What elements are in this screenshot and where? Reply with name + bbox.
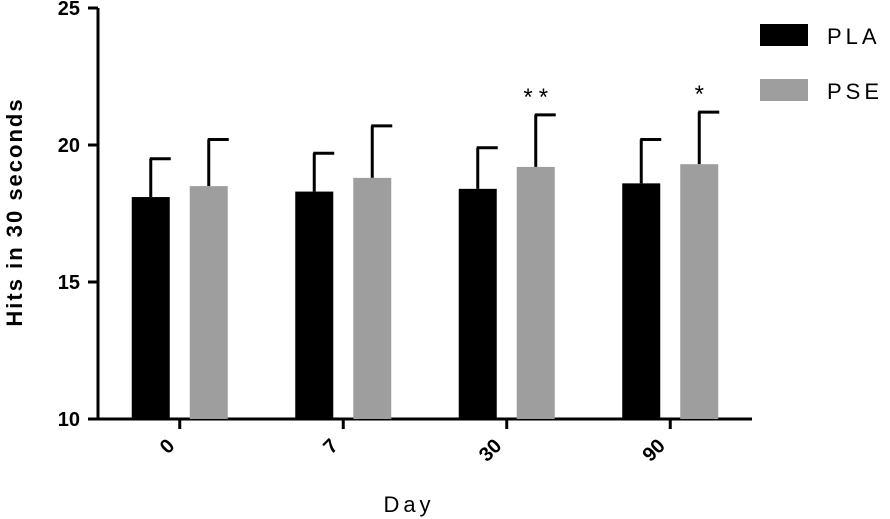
bars: ** * xyxy=(131,81,720,419)
legend-label: PSE xyxy=(827,79,883,104)
legend-swatch xyxy=(760,24,808,46)
significance-annotation: * xyxy=(695,81,710,108)
legend-label: PLA xyxy=(827,24,881,49)
x-tick-label: 0 xyxy=(156,435,179,458)
y-tick-label: 25 xyxy=(58,0,80,20)
bar xyxy=(189,186,228,419)
legend: PLA PSE xyxy=(760,24,883,104)
bar xyxy=(680,164,719,419)
y-tick-label: 20 xyxy=(58,135,80,157)
bar xyxy=(353,177,392,419)
x-axis-title: Day xyxy=(383,492,434,517)
significance-annotation: ** xyxy=(523,84,554,111)
y-tick-label: 15 xyxy=(58,272,80,294)
y-axis-title: Hits in 30 seconds xyxy=(2,97,27,326)
y-tick-label: 10 xyxy=(58,409,80,431)
bar xyxy=(516,166,555,419)
x-tick-label: 90 xyxy=(638,435,669,466)
bar xyxy=(458,188,497,419)
bar xyxy=(622,183,661,419)
bar xyxy=(295,191,334,419)
x-tick-label: 7 xyxy=(319,435,342,458)
legend-swatch xyxy=(760,79,808,101)
x-tick-label: 30 xyxy=(475,435,506,466)
bar xyxy=(131,197,170,419)
